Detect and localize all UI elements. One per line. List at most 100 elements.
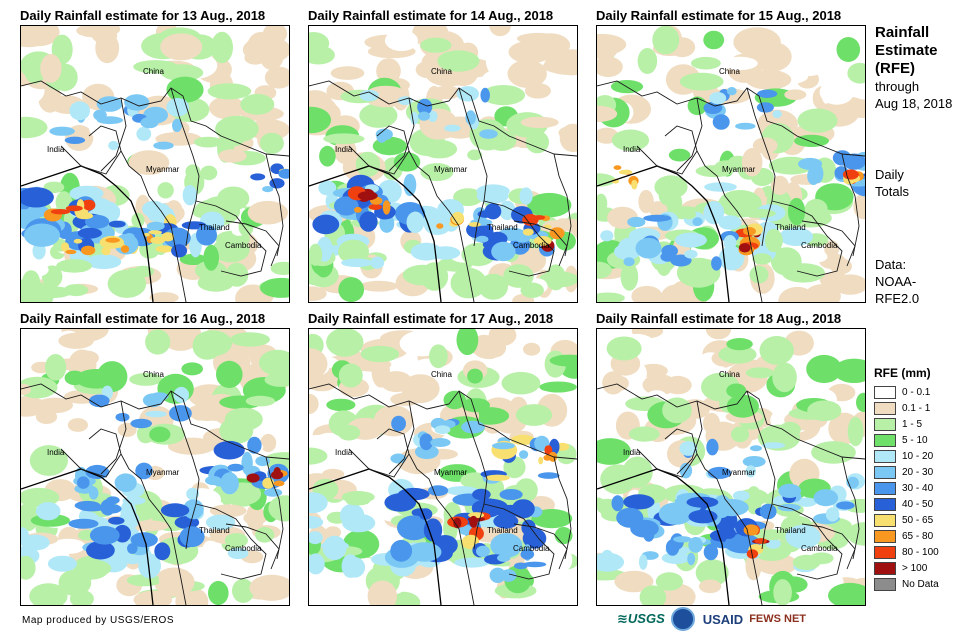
legend-label: 0.1 - 1	[902, 402, 931, 414]
map-credit: Map produced by USGS/EROS	[22, 615, 175, 626]
rainfall-map: China India Myanmar Thailand Cambodia	[596, 328, 866, 606]
legend-label: 20 - 30	[902, 466, 934, 478]
legend-swatch	[874, 417, 896, 431]
legend-label: 30 - 40	[902, 482, 934, 494]
legend-swatch	[874, 577, 896, 591]
legend-swatch	[874, 545, 896, 559]
legend-item: 0 - 0.1	[874, 384, 939, 400]
legend-label: 5 - 10	[902, 434, 928, 446]
legend-swatch	[874, 513, 896, 527]
rfe-legend: RFE (mm) 0 - 0.1 0.1 - 1 1 - 5 5 - 10 10 - 2…	[874, 366, 939, 592]
legend-item: 5 - 10	[874, 432, 939, 448]
rainfall-map: China India Myanmar Thailand Cambodia	[308, 25, 578, 303]
legend-swatch	[874, 481, 896, 495]
label-china: China	[143, 67, 164, 76]
data-source-block: Data: NOAA- RFE2.0	[875, 256, 919, 307]
data-source-line2: RFE2.0	[875, 291, 920, 306]
usgs-logo: ≋USGS	[617, 611, 665, 626]
label-china: China	[431, 67, 452, 76]
label-thailand: Thailand	[775, 526, 806, 535]
noaa-logo	[670, 607, 695, 631]
legend-swatch	[874, 401, 896, 415]
rfe-title-line3: (RFE)	[875, 60, 915, 77]
legend-swatch	[874, 497, 896, 511]
panel-title: Daily Rainfall estimate for 16 Aug., 201…	[20, 311, 266, 326]
label-myanmar: Myanmar	[722, 165, 756, 174]
rfe-title-line2: Estimate	[875, 42, 938, 59]
legend-rows: 0 - 0.1 0.1 - 1 1 - 5 5 - 10 10 - 20 20 - 30 3…	[874, 384, 939, 592]
rainfall-map: China India Myanmar Thailand Cambodia	[308, 328, 578, 606]
legend-label: > 100	[902, 562, 928, 574]
legend-swatch	[874, 433, 896, 447]
legend-swatch	[874, 465, 896, 479]
label-myanmar: Myanmar	[146, 165, 180, 174]
legend-item: 80 - 100	[874, 544, 939, 560]
label-cambodia: Cambodia	[801, 241, 838, 250]
data-label: Data:	[875, 257, 907, 272]
legend-label: 40 - 50	[902, 498, 934, 510]
label-myanmar: Myanmar	[146, 468, 180, 477]
panel-title: Daily Rainfall estimate for 15 Aug., 201…	[596, 8, 842, 23]
totals-label: Totals	[875, 184, 909, 199]
label-thailand: Thailand	[487, 526, 518, 535]
rainfall-map: China India Myanmar Thailand Cambodia	[20, 25, 290, 303]
usaid-logo: USAID	[702, 611, 744, 627]
legend-label: 10 - 20	[902, 450, 934, 462]
label-thailand: Thailand	[199, 223, 230, 232]
label-india: India	[335, 145, 353, 154]
label-cambodia: Cambodia	[225, 544, 262, 553]
label-india: India	[623, 448, 641, 457]
legend-label: 0 - 0.1	[902, 386, 931, 398]
legend-label: 65 - 80	[902, 530, 934, 542]
label-china: China	[719, 370, 740, 379]
panel-title: Daily Rainfall estimate for 18 Aug., 201…	[596, 311, 842, 326]
label-india: India	[623, 145, 641, 154]
legend-item: 30 - 40	[874, 480, 939, 496]
label-cambodia: Cambodia	[225, 241, 262, 250]
legend-item: > 100	[874, 560, 939, 576]
legend-swatch	[874, 385, 896, 399]
label-china: China	[719, 67, 740, 76]
label-china: China	[431, 370, 452, 379]
label-thailand: Thailand	[775, 223, 806, 232]
label-cambodia: Cambodia	[513, 544, 550, 553]
label-india: India	[47, 145, 65, 154]
legend-item: 65 - 80	[874, 528, 939, 544]
label-cambodia: Cambodia	[513, 241, 550, 250]
legend-item: 10 - 20	[874, 448, 939, 464]
side-title-block: Rainfall Estimate (RFE) through Aug 18, …	[875, 24, 952, 112]
legend-swatch	[874, 561, 896, 575]
legend-item: 40 - 50	[874, 496, 939, 512]
label-india: India	[335, 448, 353, 457]
label-china: China	[143, 370, 164, 379]
partner-logos: ≋USGS USAID FEWS NET	[617, 604, 812, 634]
legend-label: 1 - 5	[902, 418, 923, 430]
label-thailand: Thailand	[487, 223, 518, 232]
daily-label: Daily	[875, 167, 904, 182]
panel-title: Daily Rainfall estimate for 17 Aug., 201…	[308, 311, 554, 326]
legend-item: No Data	[874, 576, 939, 592]
label-myanmar: Myanmar	[722, 468, 756, 477]
label-india: India	[47, 448, 65, 457]
rainfall-map: China India Myanmar Thailand Cambodia	[20, 328, 290, 606]
legend-title: RFE (mm)	[874, 366, 931, 380]
legend-label: 80 - 100	[902, 546, 939, 558]
legend-item: 20 - 30	[874, 464, 939, 480]
label-thailand: Thailand	[199, 526, 230, 535]
data-source-line1: NOAA-	[875, 274, 917, 289]
through-date: Aug 18, 2018	[875, 96, 953, 111]
legend-swatch	[874, 449, 896, 463]
rainfall-map: China India Myanmar Thailand Cambodia	[596, 25, 866, 303]
through-label: through	[875, 79, 920, 94]
legend-item: 50 - 65	[874, 512, 939, 528]
legend-item: 0.1 - 1	[874, 400, 939, 416]
legend-label: No Data	[902, 578, 939, 590]
legend-swatch	[874, 529, 896, 543]
legend-label: 50 - 65	[902, 514, 934, 526]
label-myanmar: Myanmar	[434, 468, 468, 477]
panel-title: Daily Rainfall estimate for 13 Aug., 201…	[20, 8, 266, 23]
fews-net-logo: FEWS NET	[749, 613, 807, 625]
rfe-title-line1: Rainfall	[875, 24, 930, 41]
panel-title: Daily Rainfall estimate for 14 Aug., 201…	[308, 8, 554, 23]
legend-item: 1 - 5	[874, 416, 939, 432]
